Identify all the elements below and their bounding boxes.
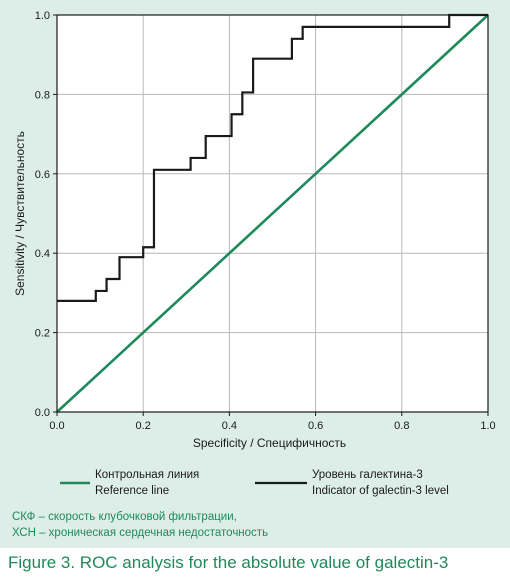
y-tick-label: 0.0	[35, 407, 50, 419]
x-axis-title: Specificity / Специфичность	[193, 436, 346, 450]
x-tick-label: 0.4	[222, 420, 237, 432]
abbreviation-note: ХСН – хроническая сердечная недостаточно…	[12, 527, 268, 539]
y-tick-label: 0.6	[35, 169, 50, 181]
y-tick-label: 1.0	[35, 10, 50, 22]
y-tick-label: 0.8	[35, 89, 50, 101]
reference-line-series	[56, 14, 489, 413]
x-tick-label: 0.2	[136, 420, 151, 432]
galectin-3-series	[57, 13, 488, 302]
x-tick-label: 1.0	[480, 420, 495, 432]
legend-label-reference-ru: Контрольная линия	[95, 469, 199, 481]
plot-frame	[56, 14, 489, 413]
x-tick-label: 0.8	[394, 420, 409, 432]
legend-label-galectin-3-en: Indicator of galectin-3 level	[312, 485, 449, 497]
legend-label-reference-en: Reference line	[95, 485, 169, 497]
legend-label-galectin-3-ru: Уровень галектина-3	[312, 469, 423, 481]
abbreviation-note: СКФ – скорость клубочковой фильтрации,	[12, 511, 237, 523]
x-tick-label: 0.6	[308, 420, 323, 432]
y-tick-label: 0.4	[35, 248, 50, 260]
figure-caption: Figure 3. ROC analysis for the absolute …	[8, 553, 449, 572]
x-tick-label: 0.0	[49, 420, 64, 432]
y-tick-label: 0.2	[35, 328, 50, 340]
y-axis-title: Sensitivity / Чувствительность	[13, 131, 27, 296]
roc-chart: 0.0 0.2 0.4 0.6 0.8 1.0 0.0 0.2 0.4 0.6 0.8 1.0 Spec…	[12, 10, 496, 539]
